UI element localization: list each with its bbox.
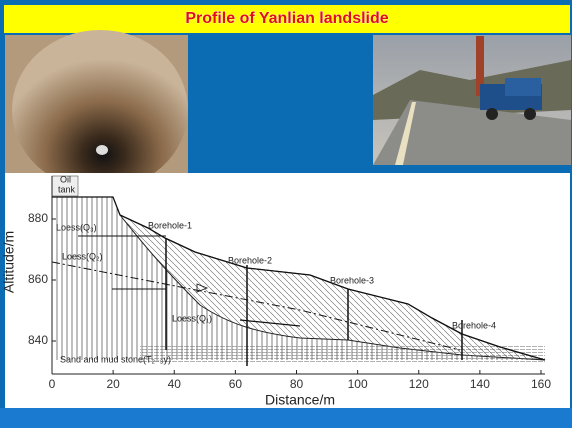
x-tick-label: 160: [531, 377, 551, 391]
x-tick-label: 40: [168, 377, 182, 391]
label: Loess(Q₂): [62, 251, 103, 261]
x-tick-label: 60: [229, 377, 243, 391]
label: tank: [58, 184, 76, 194]
y-tick-label: 860: [28, 272, 48, 286]
label: Sand and mud stone(T₂₋₃y): [60, 354, 171, 364]
footer-band: [0, 408, 572, 428]
x-tick-label: 140: [470, 377, 490, 391]
x-tick-label: 0: [49, 377, 56, 391]
label: Borehole-1: [148, 220, 192, 230]
x-tick-label: 20: [106, 377, 120, 391]
well-photo: [5, 30, 188, 190]
label: Borehole-3: [330, 275, 374, 285]
label: Loess(Q₃): [56, 222, 97, 232]
title-bar: [4, 5, 570, 33]
label: Oil: [60, 174, 71, 184]
label: Loess(Q₁): [172, 313, 212, 323]
label: Borehole-4: [452, 320, 496, 330]
label: Borehole-2: [228, 255, 272, 265]
x-tick-label: 120: [409, 377, 429, 391]
y-tick-label: 840: [28, 333, 48, 347]
x-tick-label: 100: [348, 377, 368, 391]
x-tick-label: 80: [290, 377, 304, 391]
title: Profile of Yanlian landslide: [185, 10, 388, 27]
x-axis-label: Distance/m: [265, 392, 335, 408]
y-axis-label: Altitude/m: [1, 231, 17, 293]
y-tick-label: 880: [28, 211, 48, 225]
road-photo: [373, 35, 571, 165]
profile-drawing: [51, 175, 546, 366]
